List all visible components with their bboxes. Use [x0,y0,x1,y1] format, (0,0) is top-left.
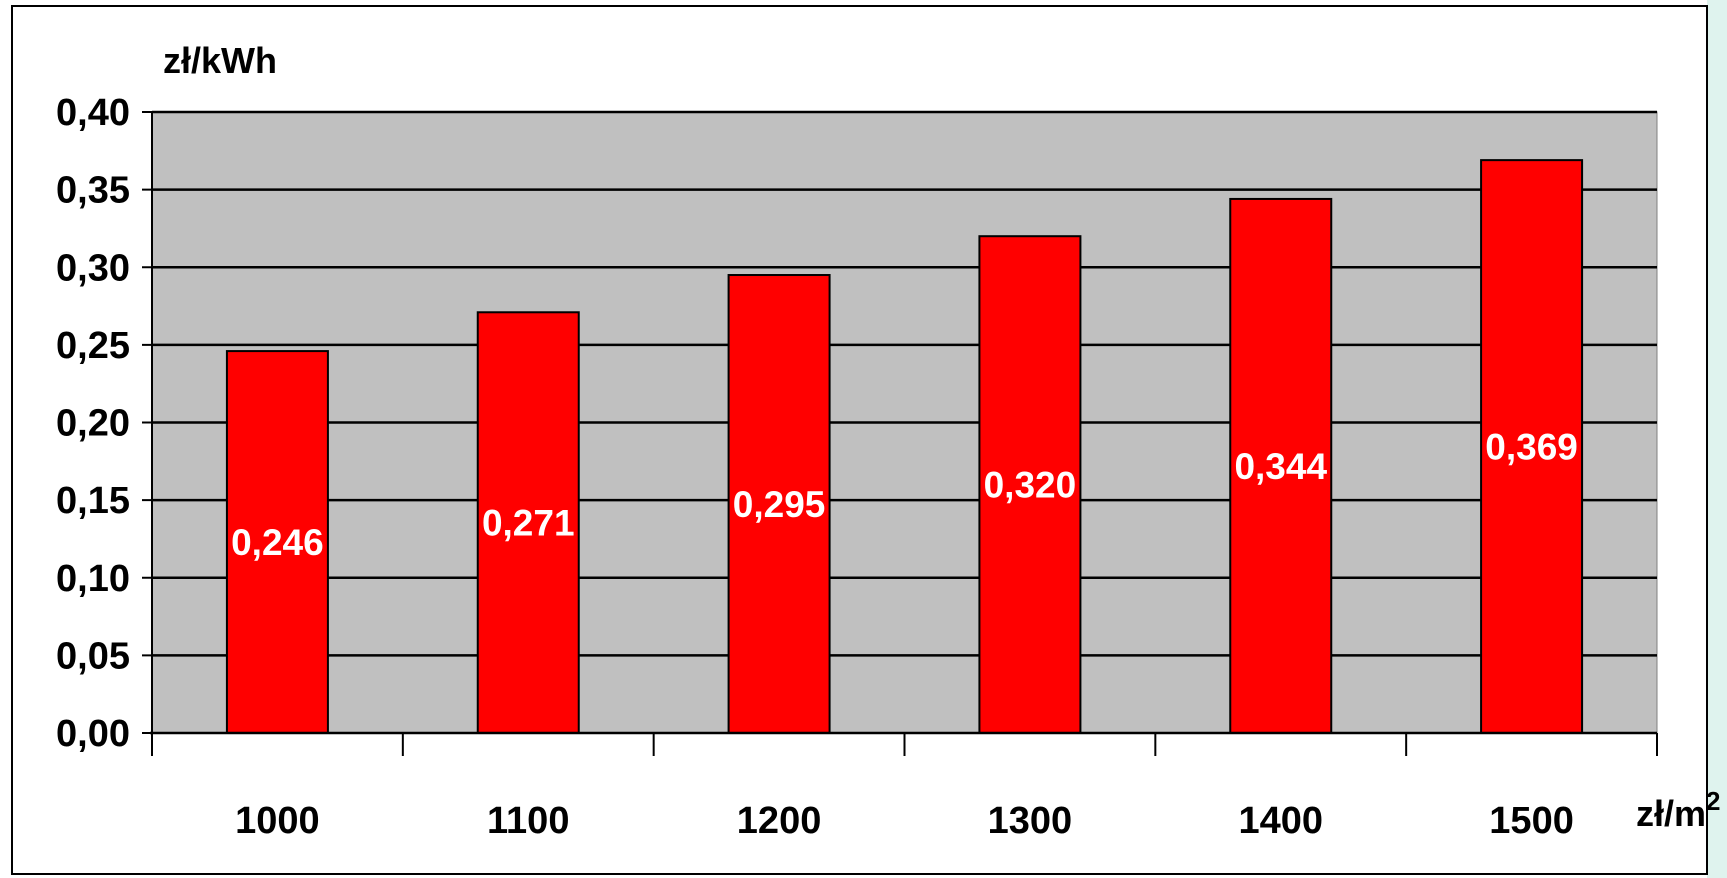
y-tick-label: 0,00 [56,713,130,755]
x-tick-label: 1300 [988,800,1073,842]
x-tick-label: 1500 [1489,800,1574,842]
x-tick-label: 1200 [737,800,822,842]
bar-data-label: 0,295 [733,484,826,525]
bar-data-label: 0,271 [482,503,575,544]
accent-edge [1707,0,1727,878]
y-tick-label: 0,35 [56,170,130,212]
x-tick-label: 1100 [487,800,569,842]
y-tick-label: 0,05 [56,635,130,677]
x-tick-label: 1400 [1238,800,1323,842]
bar-data-label: 0,320 [984,465,1077,506]
y-axis-unit-label: zł/kWh [163,40,277,81]
y-tick-label: 0,20 [56,403,130,445]
y-tick-label: 0,40 [56,92,130,134]
y-tick-label: 0,25 [56,325,130,367]
x-axis-unit-superscript: 2 [1706,786,1720,816]
y-tick-label: 0,10 [56,558,130,600]
y-tick-labels: 0,00 0,05 0,10 0,15 0,20 0,25 0,30 0,35 0,40 [56,92,130,755]
x-axis-unit-base: zł/m [1636,793,1706,834]
bar-data-label: 0,369 [1485,427,1578,468]
y-tick-label: 0,15 [56,480,130,522]
x-tick-label: 1000 [235,800,320,842]
bar-data-label: 0,246 [231,522,324,563]
bar-data-label: 0,344 [1234,446,1327,487]
y-tick-label: 0,30 [56,247,130,289]
